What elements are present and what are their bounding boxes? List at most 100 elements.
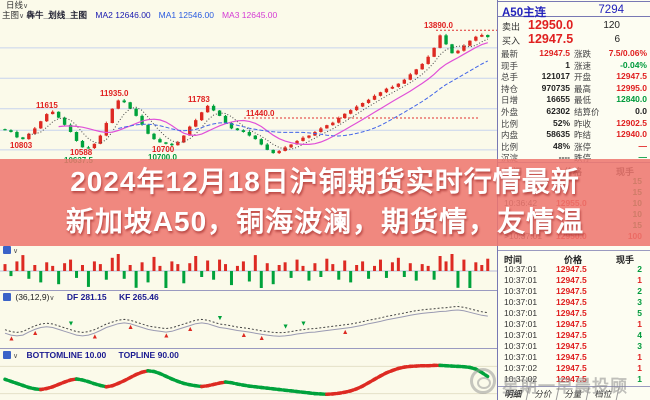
chevron-down-icon: ∨ [13,248,19,255]
quote-stats-grid: 最新 12947.5 涨跌 7.5/0.06% 现手 1 涨速 -0.04% 总手 121017 开… [498,47,650,163]
svg-text:▼: ▼ [300,321,307,328]
tab-1[interactable]: 分价 [528,387,560,400]
tape-row: 10:37:01 12947.5 1 [504,275,642,285]
tape-row: 10:37:01 12947.5 5 [504,308,642,318]
main-indicator-bar: 主图∨ 犇牛_划线_主图 MA2 12646.00 MA1 12546.00 MA3… [0,10,499,21]
bid-price: 12947.5 [528,32,574,46]
ma-value: MA3 12645.00 [221,10,278,20]
quote-stat-row: 比例 48% 涨停 — [501,140,647,152]
tape-row: 10:37:01 12947.5 1 [504,352,642,362]
svg-text:▲: ▲ [240,332,247,339]
tab-2[interactable]: 分量 [558,387,590,400]
bid-label: 买入 [502,36,521,46]
quote-stat-row: 最新 12947.5 涨跌 7.5/0.06% [501,48,647,59]
svg-text:▼: ▼ [68,321,75,328]
indicator-icon [3,293,11,301]
topline-value: TOPLINE 90.00 [118,350,179,360]
bid-qty: 6 [614,34,620,45]
price-annotation: 11615 [36,101,58,110]
df-panel-selector[interactable]: (36,12,9)∨ DF 281.15 KF 265.46 [0,292,500,302]
tape-row: 10:37:01 12947.5 1 [504,319,642,329]
price-annotation: 10700 [152,145,175,154]
price-annotation: 11783 [188,95,210,104]
volume-panel-selector[interactable]: ∨ [0,245,500,255]
headline-banner: 2024年12月18日沪铜期货实时行情最新 新加坡A50，铜海波澜，期货情，友情… [0,159,650,246]
svg-text:▲: ▲ [187,326,194,333]
svg-text:▲: ▲ [8,336,15,343]
tab-0[interactable]: 明细 [498,387,530,400]
tape-header: 时间价格现手 [498,250,650,265]
tape-row: 10:37:01 12947.5 3 [504,341,642,351]
df-value: DF 281.15 [66,292,107,302]
overlay-selector[interactable]: 主图∨ [2,10,25,20]
ask-label: 卖出 [502,22,521,32]
svg-text:▲: ▲ [127,324,134,331]
svg-text:▲: ▲ [32,330,39,337]
svg-text:▼: ▼ [217,315,224,322]
kf-value: KF 265.46 [118,292,159,302]
quote-stat-row: 比例 52% 昨收 12902.5 [501,117,647,129]
quote-stat-row: 日增 16655 最低 12840.0 [501,94,647,106]
bid-row[interactable]: 买入 12947.5 6 [498,32,650,46]
svg-text:▼: ▼ [455,302,462,305]
quote-stat-row: 外盘 62302 结算价 0.0 [501,105,647,117]
period-label: 日线 [6,0,24,10]
quote-count: 7294 [598,4,624,16]
contract-name: A50主连 [502,7,547,19]
ask-row[interactable]: 卖出 12950.0 120 [498,18,650,32]
price-annotation: 13890.0 [424,21,453,30]
price-annotation: 10803 [10,141,33,150]
tape-row: 10:37:01 12947.5 2 [504,286,642,296]
tape-tabs: 明细 分价 分量 档位 [498,386,650,400]
ask-qty: 120 [603,20,620,31]
quote-stat-row: 内盘 58635 昨结 12940.0 [501,129,647,141]
chart-region: 日线∨ 主图∨ 犇牛_划线_主图 MA2 12646.00 MA1 12546.0… [0,0,500,397]
tape-row: 10:37:02 12947.5 1 [504,363,642,373]
quote-stat-row: 沉淀----跌停— [501,152,647,163]
indicator-icon [3,351,11,359]
svg-text:▲: ▲ [91,334,98,341]
wave-oscillator-canvas [0,363,497,397]
indicator-icon [3,246,11,254]
svg-text:▼: ▼ [282,323,289,330]
tape-row: 10:37:01 12947.5 2 [504,264,642,274]
headline-line1: 2024年12月18日沪铜期货实时行情最新 [70,166,580,197]
chevron-down-icon: ∨ [49,295,55,302]
chevron-down-icon: ∨ [19,13,25,20]
tape-row: 10:37:01 12947.5 4 [504,330,642,340]
panel-divider [0,290,497,291]
price-annotation: 11440.0 [246,109,275,118]
quote-stat-row: 现手 1 涨速 -0.04% [501,59,647,71]
tape-row: 10:37:02 12947.5 1 [504,374,642,384]
candlestick-canvas [0,29,497,154]
price-annotation: 10588 [70,148,93,157]
price-annotation: 10700.0 [148,153,177,162]
ma-value-list: MA2 12646.00 MA1 12546.00 MA3 12645.00 [95,10,285,20]
bottomline-value: BOTTOMLINE 10.00 [26,350,107,360]
quote-stat-row: 持仓 970735 最高 12995.0 [501,82,647,94]
ma-value: MA2 12646.00 [95,10,151,20]
period-selector[interactable]: 日线∨ [0,0,503,10]
candlestick-chart[interactable]: 116151080311935.01058810637.51070010700.… [0,21,497,165]
svg-text:▲: ▲ [163,333,170,340]
ask-price: 12950.0 [528,18,574,32]
overlay-indicator-name: 犇牛_划线_主图 [26,10,87,20]
quote-header: A50主连 7294 [498,1,650,19]
svg-text:▲: ▲ [258,335,265,342]
wave-panel-selector[interactable]: ∨ BOTTOMLINE 10.00 TOPLINE 90.00 [0,350,500,360]
panel-divider [0,348,497,349]
chevron-down-icon: ∨ [23,3,29,10]
signal-lines-canvas: ▲ ▲ ▼ ▲ ▲ ▲ ▲ ▼ ▲ ▲ ▼ ▼ ▲ ▼ [4,302,488,343]
volume-bars-canvas [0,254,497,288]
headline-line2: 新加坡A50，铜海波澜，期货情，友情温 [65,206,585,237]
tape-list-main: 时间 价格 现手 10:37:01 12947.5 2 10:37:01 12947.5 1 10… [498,250,650,384]
chevron-down-icon: ∨ [13,353,19,360]
ma-value: MA1 12546.00 [158,10,214,20]
svg-text:▲: ▲ [342,329,349,336]
df-params: (36,12,9) [15,292,50,302]
tab-3[interactable]: 档位 [588,387,620,400]
quote-stat-row: 总手 121017 开盘 12947.5 [501,71,647,83]
tape-row: 10:37:01 12947.5 3 [504,297,642,307]
price-annotation: 11935.0 [100,89,129,98]
